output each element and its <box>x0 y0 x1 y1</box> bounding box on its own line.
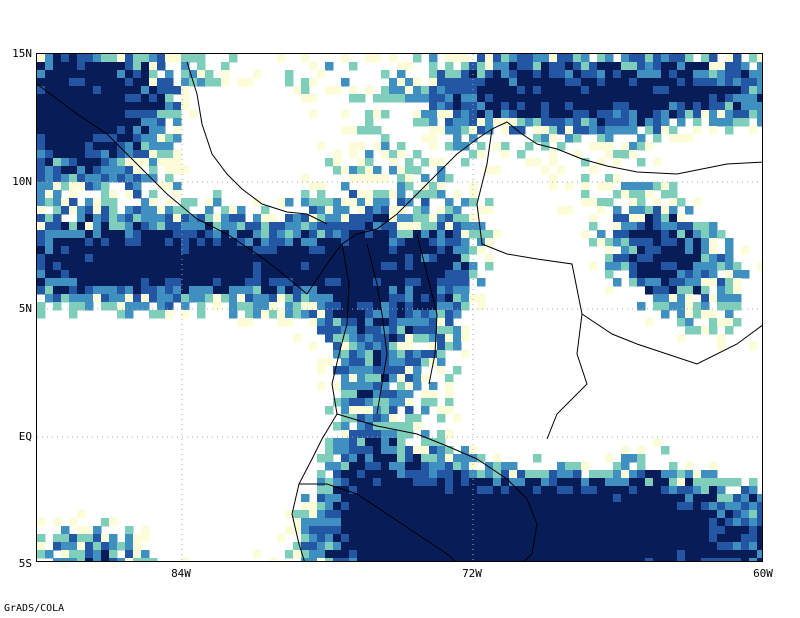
lat-label-5s: 5S <box>18 557 32 570</box>
gridlines-layer <box>37 54 762 561</box>
andes-ridge-east <box>416 233 438 385</box>
lon-label-84w: 84W <box>171 567 191 580</box>
colombia-peru-border <box>336 413 538 561</box>
lat-label-15n: 15N <box>12 47 32 60</box>
colombia-caribbean-coast <box>416 121 762 195</box>
lon-label-60w: 60W <box>753 567 773 580</box>
lat-label-5n: 5N <box>18 302 32 315</box>
venezuela-inner-border <box>581 313 762 365</box>
coastline-layer <box>37 61 762 561</box>
central-america-caribbean-coast <box>186 61 328 225</box>
precip-contour-map <box>37 54 762 561</box>
andes-ridge-west <box>366 243 388 415</box>
colombia-pacific-coast <box>291 243 350 561</box>
lat-label-eq: EQ <box>18 430 32 443</box>
panama-isthmus <box>306 193 418 295</box>
grads-credit-label: GrADS/COLA <box>4 603 65 614</box>
precipitation-field-layer <box>37 54 762 561</box>
colombia-venezuela-border <box>476 128 588 440</box>
map-plot-area <box>36 53 763 562</box>
central-america-pacific-coast <box>37 83 308 295</box>
lon-label-72w: 72W <box>462 567 482 580</box>
peru-ecuador-border <box>299 483 456 561</box>
lat-label-10n: 10N <box>12 175 32 188</box>
